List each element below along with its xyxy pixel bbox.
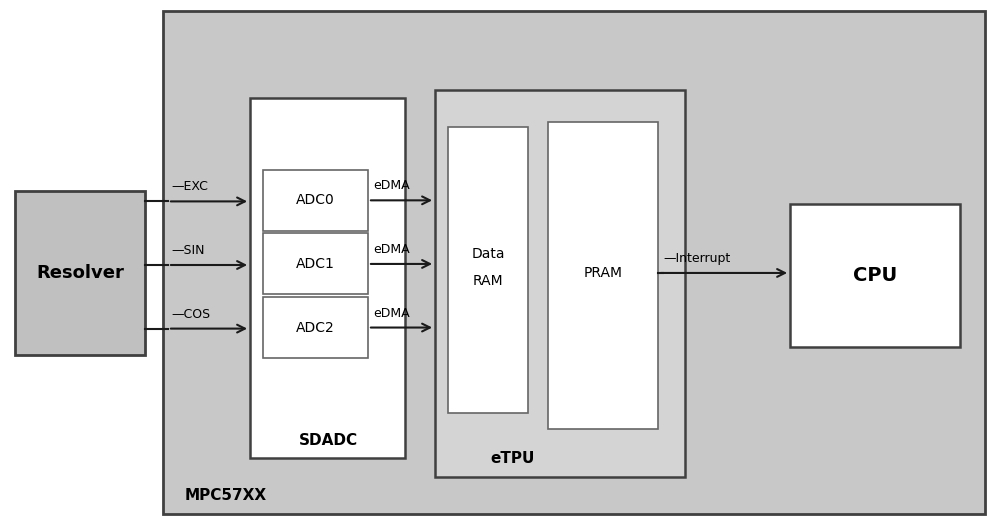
Text: MPC57XX: MPC57XX — [185, 489, 267, 504]
Bar — [548, 122, 658, 429]
Bar — [15, 191, 145, 355]
Text: eDMA: eDMA — [373, 179, 410, 192]
Text: ADC0: ADC0 — [296, 193, 334, 207]
Text: RAM: RAM — [473, 274, 503, 288]
Bar — [435, 90, 685, 477]
Text: Data: Data — [471, 248, 505, 261]
Bar — [163, 11, 985, 514]
Text: —Interrupt: —Interrupt — [663, 252, 730, 265]
Text: PRAM: PRAM — [584, 266, 622, 280]
Bar — [790, 204, 960, 347]
Text: ADC1: ADC1 — [296, 257, 334, 271]
Text: eTPU: eTPU — [490, 452, 534, 466]
Bar — [263, 297, 368, 358]
Bar — [0, 0, 163, 530]
Bar — [263, 170, 368, 231]
Text: —COS: —COS — [171, 307, 210, 321]
Text: CPU: CPU — [853, 266, 897, 285]
Text: —EXC: —EXC — [171, 180, 208, 193]
Text: Resolver: Resolver — [36, 264, 124, 282]
Bar — [250, 98, 405, 458]
Text: —SIN: —SIN — [171, 244, 205, 257]
Text: ADC2: ADC2 — [296, 321, 334, 334]
Bar — [448, 127, 528, 413]
Bar — [263, 233, 368, 294]
Text: eDMA: eDMA — [373, 306, 410, 320]
Text: SDADC: SDADC — [298, 433, 358, 448]
Text: eDMA: eDMA — [373, 243, 410, 256]
